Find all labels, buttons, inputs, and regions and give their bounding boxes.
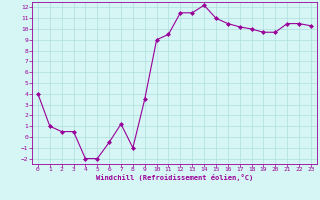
X-axis label: Windchill (Refroidissement éolien,°C): Windchill (Refroidissement éolien,°C) [96, 174, 253, 181]
